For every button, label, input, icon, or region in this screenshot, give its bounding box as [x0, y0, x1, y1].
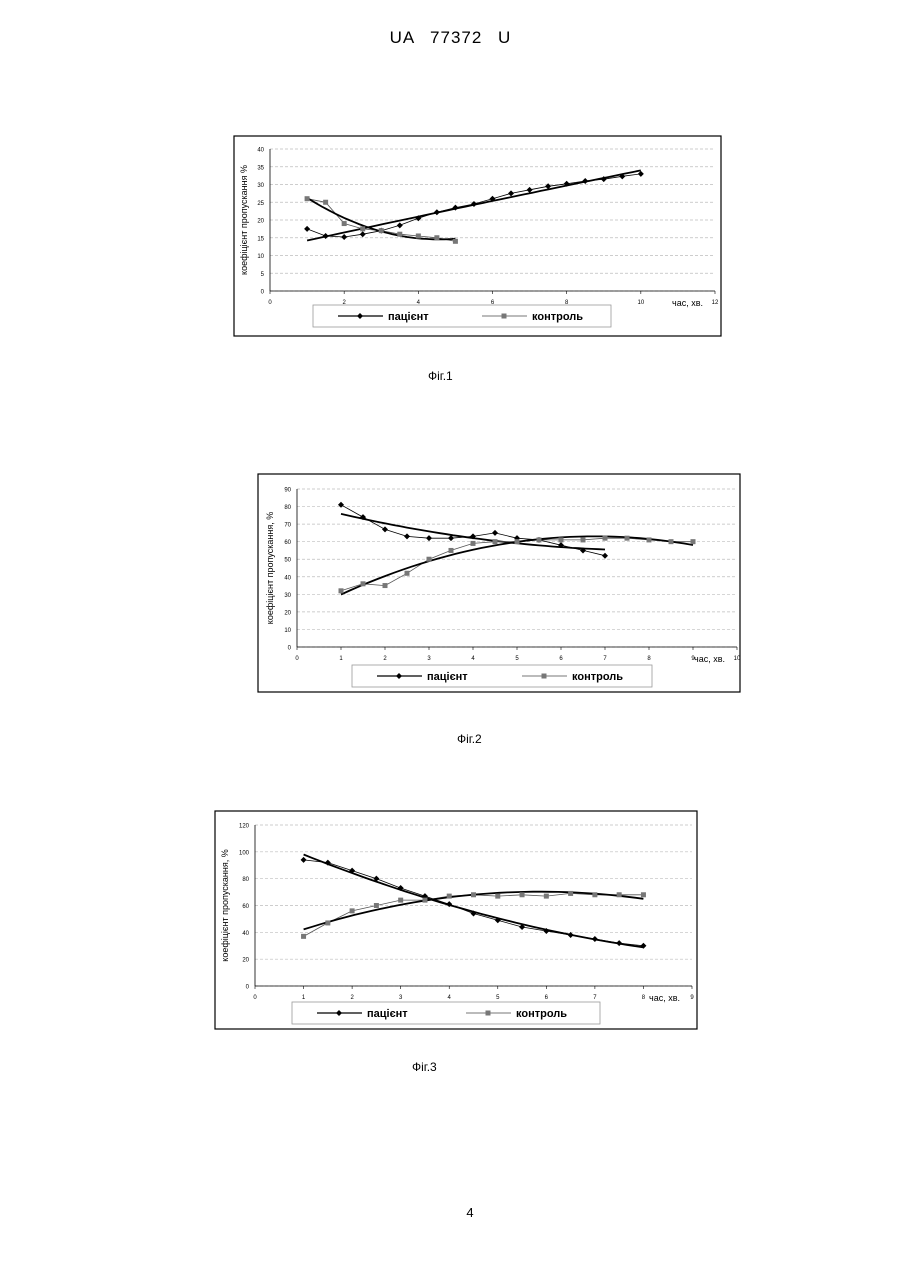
data-point-control	[350, 908, 355, 913]
y-axis-title: коефіцієнт пропускання %	[239, 165, 249, 275]
data-point-control	[301, 934, 306, 939]
legend-control-label: контроль	[532, 311, 583, 323]
legend-control-label: контроль	[516, 1008, 567, 1020]
y-axis-title: коефіцієнт пропускання, %	[265, 512, 275, 624]
figure-3-caption: Фіг.3	[412, 1060, 437, 1074]
legend-patient-label: пацієнт	[388, 311, 429, 323]
data-point-control	[641, 892, 646, 897]
y-tick-label: 50	[284, 558, 291, 564]
data-point-control	[374, 903, 379, 908]
legend-patient-label: пацієнт	[367, 1008, 408, 1020]
legend-patient-label: пацієнт	[427, 671, 468, 683]
data-point-control	[427, 557, 432, 562]
figure-2-caption: Фіг.2	[457, 732, 482, 746]
data-point-control	[379, 228, 384, 233]
y-tick-label: 80	[284, 505, 291, 511]
legend-control-label: контроль	[572, 671, 623, 683]
y-tick-label: 35	[257, 165, 264, 171]
figure-1-caption: Фіг.1	[428, 369, 453, 383]
y-tick-label: 80	[242, 877, 249, 883]
data-point-control	[515, 539, 520, 544]
y-tick-label: 20	[284, 610, 291, 616]
data-point-control	[544, 894, 549, 899]
data-point-control	[471, 892, 476, 897]
x-tick-label: 10	[637, 300, 644, 306]
y-tick-label: 30	[284, 593, 291, 599]
y-tick-label: 90	[284, 488, 291, 494]
data-point-control	[416, 233, 421, 238]
data-point-control	[339, 588, 344, 593]
data-point-control	[405, 571, 410, 576]
document-id: UA 77372 U	[0, 28, 901, 48]
y-tick-label: 40	[284, 575, 291, 581]
y-tick-label: 70	[284, 523, 291, 529]
y-tick-label: 60	[242, 904, 249, 910]
data-point-control	[471, 541, 476, 546]
y-tick-label: 30	[257, 183, 264, 189]
y-tick-label: 20	[257, 219, 264, 225]
data-point-control	[422, 898, 427, 903]
x-tick-label: 12	[712, 300, 719, 306]
y-tick-label: 100	[239, 850, 250, 856]
data-point-control	[568, 891, 573, 896]
data-point-control	[325, 920, 330, 925]
x-axis-title: час, хв.	[672, 298, 703, 308]
figure-3-chart: 0204060801001200123456789час, хв.коефіці…	[214, 810, 698, 1030]
data-point-control	[493, 539, 498, 544]
data-point-control	[647, 537, 652, 542]
data-point-control	[434, 235, 439, 240]
y-tick-label: 10	[257, 254, 264, 260]
y-tick-label: 20	[242, 958, 249, 964]
data-point-control	[625, 536, 630, 541]
y-tick-label: 60	[284, 540, 291, 546]
data-point-control	[360, 226, 365, 231]
data-point-control	[520, 892, 525, 897]
y-tick-label: 40	[257, 148, 264, 154]
data-point-control	[398, 898, 403, 903]
y-axis-title: коефіцієнт пропускання, %	[220, 849, 230, 961]
data-point-control	[383, 583, 388, 588]
chart-frame	[215, 811, 697, 1029]
data-point-control	[691, 539, 696, 544]
data-point-control	[669, 539, 674, 544]
x-axis-title: час, хв.	[694, 654, 725, 664]
y-tick-label: 10	[284, 628, 291, 634]
figure-2-chart: 0102030405060708090012345678910час, хв.к…	[257, 473, 741, 693]
data-point-control	[397, 232, 402, 237]
data-point-control	[305, 196, 310, 201]
data-point-control	[537, 537, 542, 542]
data-point-control	[495, 894, 500, 899]
data-point-control	[603, 536, 608, 541]
data-point-control	[581, 537, 586, 542]
data-point-control	[361, 581, 366, 586]
legend-control-marker	[542, 674, 547, 679]
legend-control-marker	[486, 1011, 491, 1016]
page-number: 4	[0, 1205, 901, 1220]
y-tick-label: 40	[242, 931, 249, 937]
y-tick-label: 120	[239, 824, 250, 830]
data-point-control	[617, 892, 622, 897]
x-tick-label: 10	[734, 656, 741, 662]
data-point-control	[449, 548, 454, 553]
data-point-control	[323, 200, 328, 205]
figure-1-chart: 0510152025303540024681012час, хв.коефіці…	[233, 135, 722, 337]
data-point-control	[342, 221, 347, 226]
data-point-control	[453, 239, 458, 244]
legend-control-marker	[502, 314, 507, 319]
y-tick-label: 25	[257, 201, 264, 207]
y-tick-label: 15	[257, 236, 264, 242]
x-axis-title: час, хв.	[649, 993, 680, 1003]
data-point-control	[559, 537, 564, 542]
data-point-control	[447, 894, 452, 899]
data-point-control	[592, 892, 597, 897]
